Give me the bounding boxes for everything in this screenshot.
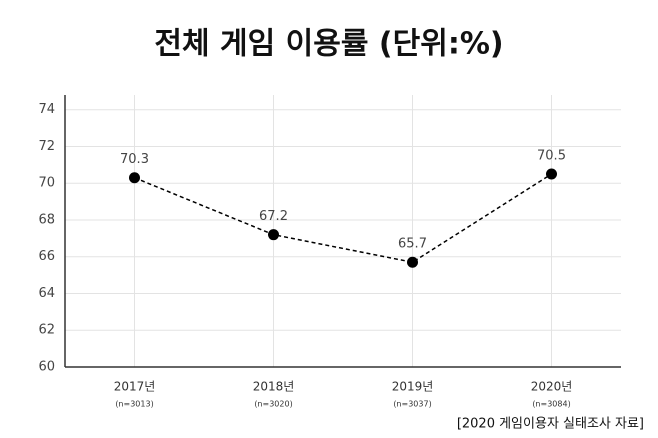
point [546, 168, 557, 180]
y-tick-label: 60 [38, 360, 55, 375]
x-tick-label: 2017년 [114, 380, 156, 394]
y-tick-label: 72 [38, 139, 55, 154]
y-tick-label: 70 [38, 176, 55, 191]
y-tick-label: 62 [38, 323, 55, 338]
source-note: [2020 게임이용자 실태조사 자료] [457, 417, 644, 432]
y-tick-label: 64 [38, 286, 55, 301]
line [134, 173, 552, 264]
chart-title: 전체 게임 이용률 (단위:%) [154, 27, 503, 62]
data-label: 65.7 [398, 237, 427, 252]
sample-size-label: (n=3013) [115, 400, 153, 409]
sample-size-label: (n=3020) [254, 400, 292, 409]
point [268, 229, 279, 241]
sample-size-label: (n=3037) [393, 400, 431, 409]
x-tick-label: 2020년 [531, 380, 573, 394]
point [129, 172, 140, 184]
x-tick-label: 2019년 [392, 380, 434, 394]
data-label: 67.2 [259, 209, 288, 224]
y-tick-label: 68 [38, 212, 55, 227]
x-tick-label: 2018년 [253, 380, 295, 394]
data-label: 70.3 [120, 152, 149, 167]
data-label: 70.5 [537, 149, 566, 164]
y-tick-label: 66 [38, 249, 55, 264]
point [407, 256, 418, 268]
y-tick-label: 74 [38, 102, 55, 117]
sample-size-label: (n=3084) [532, 400, 570, 409]
